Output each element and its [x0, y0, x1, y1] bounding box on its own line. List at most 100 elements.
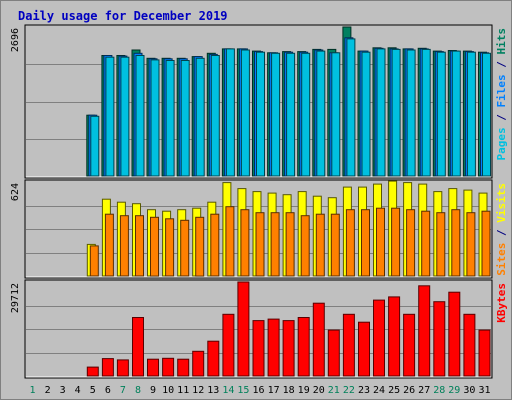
bar-hits-pages-day-9 — [150, 59, 160, 177]
bar-hits-pages-day-7 — [120, 56, 130, 177]
bar-kbytes-kbytes-day-22 — [342, 313, 355, 377]
bar-hits-pages-day-31 — [482, 52, 491, 177]
bar-visits-sites-day-12 — [195, 216, 205, 277]
bar-kbytes-kbytes-day-18 — [282, 320, 295, 377]
bar-hits-pages-day-16 — [256, 51, 265, 177]
bar-hits-pages-day-19 — [301, 52, 311, 177]
bar-hits-pages-day-20 — [316, 50, 326, 177]
panel-hits-ymax-label: 2696 — [10, 28, 21, 52]
bar-hits-pages-day-23 — [361, 51, 371, 177]
bar-kbytes-kbytes-day-31 — [478, 329, 491, 377]
bar-visits-sites-day-31 — [481, 210, 491, 277]
bar-kbytes-kbytes-day-10 — [162, 357, 175, 377]
bar-hits-pages-day-27 — [421, 48, 431, 177]
panel-kbytes-label-part-0: KBytes — [495, 283, 508, 323]
x-tick-label-day-20: 20 — [313, 385, 325, 396]
bar-visits-sites-day-5 — [89, 245, 99, 277]
bar-hits-pages-day-6 — [105, 56, 115, 177]
bar-kbytes-kbytes-day-8 — [132, 317, 144, 377]
bar-kbytes-kbytes-day-5 — [86, 366, 99, 377]
bar-visits-sites-day-9 — [150, 216, 159, 277]
panel-hits: 2696 Pages / Files / Hits — [10, 24, 508, 179]
panel-visits-label-part-2: Visits — [495, 183, 508, 223]
x-tick-label-day-15: 15 — [237, 385, 249, 396]
bar-visits-sites-day-14 — [225, 206, 235, 277]
bar-kbytes-kbytes-day-6 — [101, 358, 114, 377]
panel-visits-label-part-1: / — [495, 223, 508, 243]
x-tick-label-day-5: 5 — [90, 385, 96, 396]
bar-visits-sites-day-17 — [270, 212, 280, 277]
bar-hits-pages-day-21 — [331, 52, 341, 177]
x-tick-label-day-29: 29 — [448, 385, 460, 396]
bar-kbytes-kbytes-day-17 — [267, 318, 280, 377]
bar-visits-sites-day-7 — [119, 215, 129, 277]
bar-visits-sites-day-26 — [406, 209, 416, 277]
bar-visits-sites-day-8 — [135, 215, 144, 277]
panel-visits-label-part-0: Sites — [495, 243, 508, 276]
bar-hits-pages-day-22 — [346, 38, 356, 177]
panel-hits-label-part-1: / — [495, 108, 508, 128]
bar-visits-sites-day-6 — [104, 213, 114, 277]
bar-visits-sites-day-25 — [391, 207, 401, 277]
bar-visits-sites-day-15 — [240, 209, 250, 277]
bar-hits-pages-day-25 — [391, 48, 401, 177]
x-axis-labels: 1 2 3 4 5 6 7 8 9 10 11 12 13 14 15 16 17 18 19 20 21 22 23 24 2… — [29, 385, 490, 396]
bar-visits-sites-day-21 — [330, 213, 340, 277]
bar-hits-pages-day-24 — [376, 48, 386, 177]
x-tick-label-day-2: 2 — [45, 385, 51, 396]
panel-visits-ymax-label: 624 — [10, 183, 21, 201]
x-tick-label-day-28: 28 — [433, 385, 445, 396]
bar-kbytes-kbytes-day-25 — [388, 296, 401, 377]
panel-hits-label-part-3: / — [495, 55, 508, 75]
bar-visits-sites-day-30 — [466, 212, 476, 277]
bar-hits-pages-day-18 — [286, 52, 296, 177]
bar-kbytes-kbytes-day-12 — [192, 350, 205, 377]
bar-visits-sites-day-13 — [210, 213, 220, 277]
bar-hits-pages-day-15 — [240, 49, 250, 177]
x-tick-label-day-11: 11 — [177, 385, 189, 396]
bar-kbytes-kbytes-day-9 — [147, 358, 159, 377]
bar-visits-sites-day-18 — [285, 212, 295, 277]
panel-hits-label-part-2: Files — [495, 74, 508, 107]
bar-kbytes-kbytes-day-16 — [252, 320, 265, 377]
x-tick-label-day-17: 17 — [268, 385, 280, 396]
bar-hits-pages-day-8 — [135, 55, 145, 177]
x-tick-label-day-26: 26 — [403, 385, 415, 396]
bar-hits-pages-day-5 — [90, 115, 100, 177]
panel-hits-label-part-4: Hits — [495, 28, 508, 55]
bar-hits-pages-day-17 — [271, 52, 281, 177]
bar-hits-pages-day-26 — [406, 49, 416, 177]
bar-hits-pages-day-11 — [180, 60, 190, 177]
bar-kbytes-kbytes-day-26 — [403, 313, 416, 377]
bar-hits-pages-day-10 — [165, 60, 175, 177]
bar-hits-pages-day-28 — [436, 51, 446, 177]
bar-visits-sites-day-20 — [315, 213, 325, 277]
x-tick-label-day-25: 25 — [388, 385, 400, 396]
bar-kbytes-kbytes-day-15 — [237, 281, 250, 377]
chart-panels: 2696 Pages / Files / Hits 624 Sites / Visit… — [10, 24, 508, 379]
bar-kbytes-kbytes-day-24 — [373, 299, 385, 377]
bar-kbytes-kbytes-day-23 — [358, 321, 370, 377]
bar-visits-sites-day-16 — [255, 212, 265, 277]
x-tick-label-day-24: 24 — [373, 385, 385, 396]
bar-visits-sites-day-23 — [361, 209, 370, 277]
panel-visits: 624 Sites / Visits — [10, 179, 508, 279]
chart-title: Daily usage for December 2019 — [18, 9, 228, 23]
bar-hits-pages-day-30 — [466, 51, 476, 177]
x-tick-label-day-3: 3 — [60, 385, 66, 396]
x-tick-label-day-18: 18 — [283, 385, 295, 396]
bar-kbytes-kbytes-day-7 — [116, 359, 129, 377]
panel-kbytes-ymax-label: 29712 — [10, 283, 21, 313]
bar-visits-sites-day-24 — [376, 207, 385, 277]
x-tick-label-day-27: 27 — [418, 385, 430, 396]
x-tick-label-day-12: 12 — [192, 385, 204, 396]
bar-kbytes-kbytes-day-13 — [207, 340, 220, 377]
bar-visits-sites-day-10 — [165, 218, 175, 277]
x-tick-label-day-30: 30 — [463, 385, 475, 396]
x-tick-label-day-13: 13 — [207, 385, 219, 396]
bar-kbytes-kbytes-day-11 — [177, 358, 190, 377]
x-tick-label-day-16: 16 — [252, 385, 264, 396]
x-tick-label-day-19: 19 — [298, 385, 310, 396]
bar-kbytes-kbytes-day-20 — [312, 302, 325, 377]
